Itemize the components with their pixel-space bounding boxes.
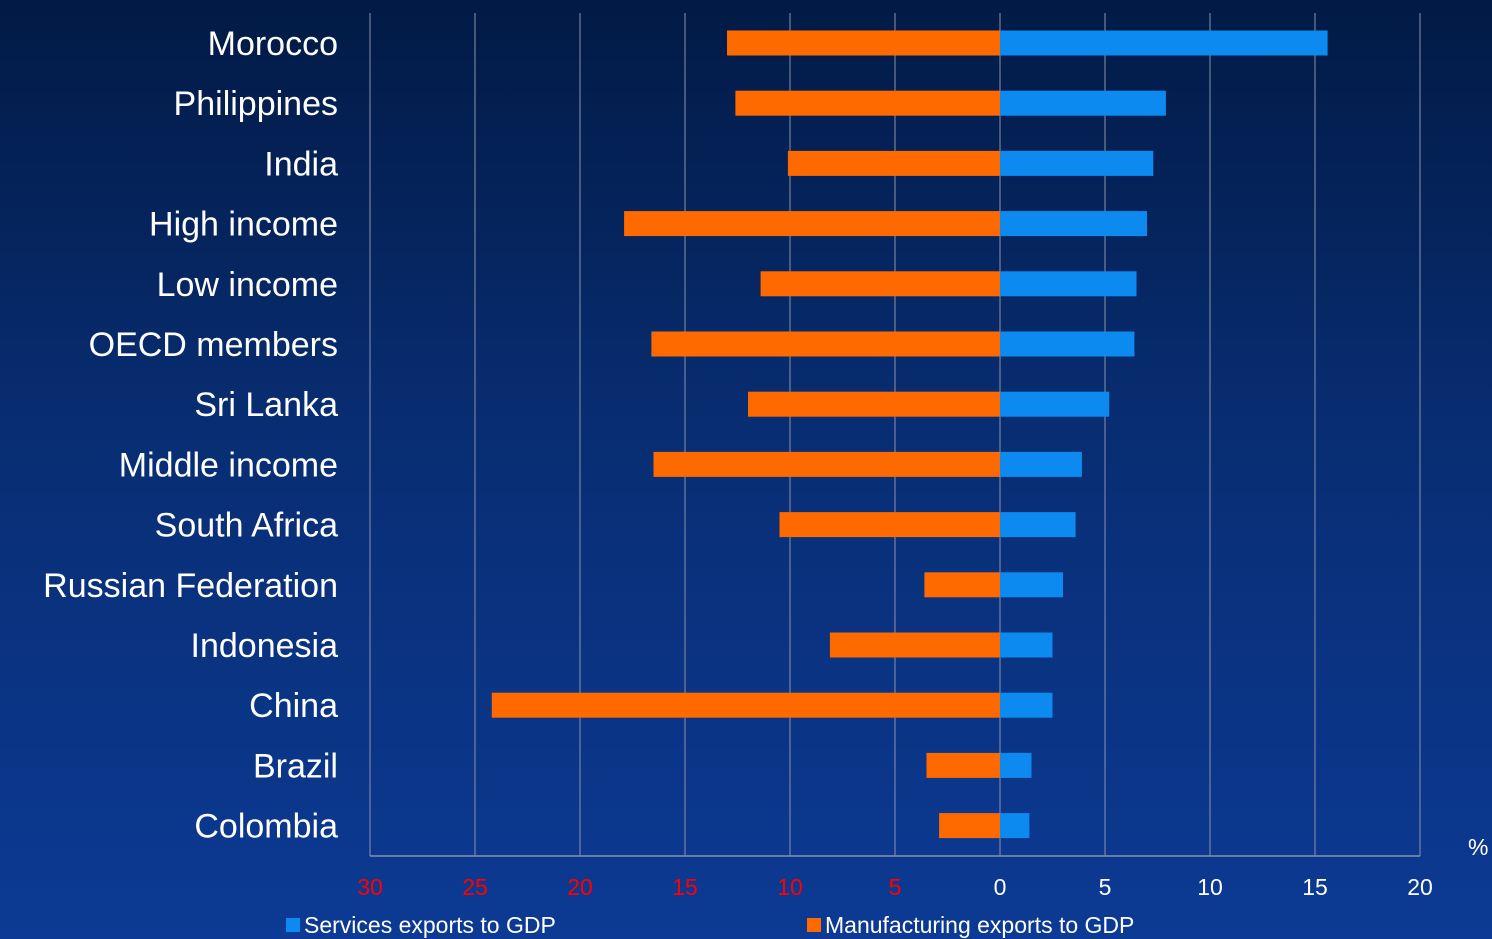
x-tick-label: 25 — [462, 874, 488, 900]
bar-manufacturing — [748, 391, 1000, 417]
bar-manufacturing — [926, 752, 1000, 778]
category-label: Brazil — [253, 747, 338, 785]
x-tick-label: 20 — [567, 874, 593, 900]
category-label: OECD members — [89, 326, 338, 364]
x-tick-label: 0 — [994, 874, 1007, 900]
category-labels: Morocco Philippines India High income Low in… — [43, 25, 338, 846]
bar-services — [1000, 632, 1053, 658]
gridlines — [369, 13, 1421, 856]
legend: Services exports to GDP Manufacturing ex… — [286, 912, 1134, 938]
bar-manufacturing — [787, 150, 1000, 176]
bar-services — [1000, 572, 1063, 598]
x-tick-label: 30 — [357, 874, 383, 900]
unit-label: % — [1468, 834, 1488, 860]
bar-services — [1000, 752, 1032, 778]
category-label: Sri Lanka — [194, 386, 338, 424]
category-label: Colombia — [194, 808, 338, 846]
bar-manufacturing — [779, 512, 1000, 538]
bar-manufacturing — [653, 451, 1000, 477]
x-tick-label: 15 — [672, 874, 698, 900]
bar-manufacturing — [924, 572, 1000, 598]
bar-manufacturing — [829, 632, 1000, 658]
bar-services — [1000, 391, 1110, 417]
bar-services — [1000, 211, 1147, 237]
legend-label-manufacturing: Manufacturing exports to GDP — [825, 912, 1134, 938]
category-label: South Africa — [155, 507, 338, 545]
x-tick-label: 20 — [1407, 874, 1433, 900]
bar-manufacturing — [735, 90, 1000, 116]
bar-services — [1000, 512, 1076, 538]
bar-services — [1000, 451, 1082, 477]
category-label: Low income — [157, 266, 338, 304]
bar-manufacturing — [760, 271, 1000, 297]
bar-services — [1000, 813, 1030, 839]
bar-services — [1000, 30, 1328, 56]
bar-services — [1000, 90, 1166, 116]
category-label: Morocco — [208, 25, 338, 63]
bar-manufacturing — [624, 211, 1000, 237]
bars — [491, 30, 1328, 839]
x-tick-label: 5 — [889, 874, 902, 900]
category-label: China — [249, 687, 338, 725]
bar-services — [1000, 150, 1154, 176]
bar-manufacturing — [651, 331, 1000, 357]
legend-swatch-services — [286, 918, 300, 932]
category-label: Indonesia — [191, 627, 339, 665]
bar-manufacturing — [491, 692, 1000, 718]
legend-swatch-manufacturing — [807, 918, 821, 932]
x-tick-label: 5 — [1099, 874, 1112, 900]
category-label: High income — [149, 206, 338, 244]
x-axis: 30 25 20 15 10 5 0 5 10 15 20 — [357, 855, 1433, 900]
category-label: Philippines — [174, 85, 338, 123]
x-tick-label: 10 — [777, 874, 803, 900]
x-tick-label: 10 — [1197, 874, 1223, 900]
legend-label-services: Services exports to GDP — [304, 912, 556, 938]
category-label: Middle income — [119, 446, 338, 484]
category-label: India — [264, 145, 338, 183]
x-tick-label: 15 — [1302, 874, 1328, 900]
bar-services — [1000, 271, 1137, 297]
category-label: Russian Federation — [43, 567, 338, 605]
bar-services — [1000, 331, 1135, 357]
bar-manufacturing — [939, 813, 1000, 839]
bar-services — [1000, 692, 1053, 718]
bar-manufacturing — [727, 30, 1000, 56]
